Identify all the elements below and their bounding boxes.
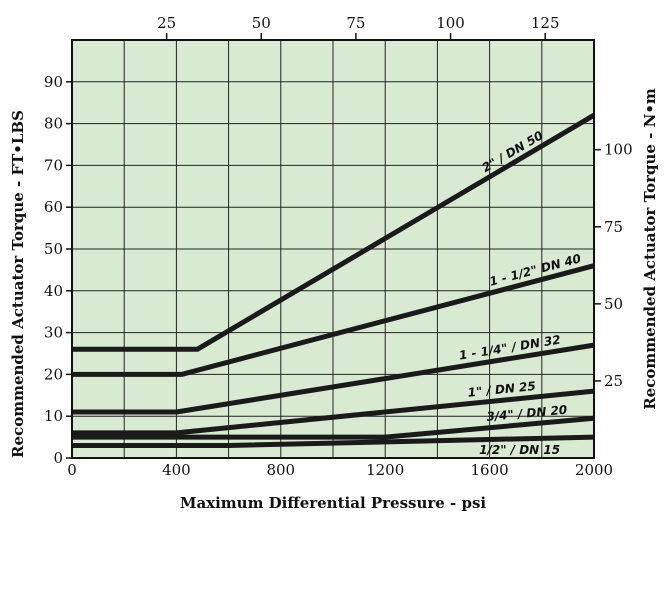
x-tick-label: 1200 xyxy=(366,461,404,479)
y-tick-label: 80 xyxy=(44,115,63,133)
series-line xyxy=(72,342,595,415)
series-line xyxy=(72,388,595,436)
x2-tick-label: 100 xyxy=(436,14,465,32)
y-tick-label: 90 xyxy=(44,73,63,91)
y-tick-label: 60 xyxy=(44,198,63,216)
x-axis-title: Maximum Differential Pressure - psi xyxy=(180,494,487,512)
y-tick-label: 70 xyxy=(44,156,63,174)
y2-tick-label: 25 xyxy=(604,372,623,390)
x-tick-label: 400 xyxy=(162,461,191,479)
x2-tick-label: 50 xyxy=(252,14,271,32)
x-tick-label: 0 xyxy=(67,461,77,479)
y-axis-title: Recommended Actuator Torque - FT•LBS xyxy=(9,110,27,458)
y2-tick-label: 100 xyxy=(604,141,633,159)
series-line xyxy=(72,434,595,448)
y-tick-label: 40 xyxy=(44,282,63,300)
y-tick-label: 20 xyxy=(44,365,63,383)
x-tick-label: 2000 xyxy=(575,461,613,479)
x2-tick-label: 25 xyxy=(157,14,176,32)
y-tick-label: 10 xyxy=(44,407,63,425)
x-tick-label: 800 xyxy=(266,461,295,479)
series-line xyxy=(72,415,595,440)
y2-axis-title: Recommended Actuator Torque - N•m xyxy=(641,88,659,410)
series-line xyxy=(72,113,596,352)
y-tick-label: 30 xyxy=(44,324,63,342)
x2-tick-label: 75 xyxy=(346,14,365,32)
y2-tick-label: 50 xyxy=(604,295,623,313)
x-tick-label: 1600 xyxy=(471,461,509,479)
series-line xyxy=(72,263,595,377)
y2-tick-label: 75 xyxy=(604,218,623,236)
y-tick-label: 50 xyxy=(44,240,63,258)
series-label: 1" / DN 25 xyxy=(467,379,536,400)
y-tick-label: 0 xyxy=(53,449,63,467)
x2-tick-label: 125 xyxy=(531,14,560,32)
series-label: 1/2" / DN 15 xyxy=(479,443,560,457)
